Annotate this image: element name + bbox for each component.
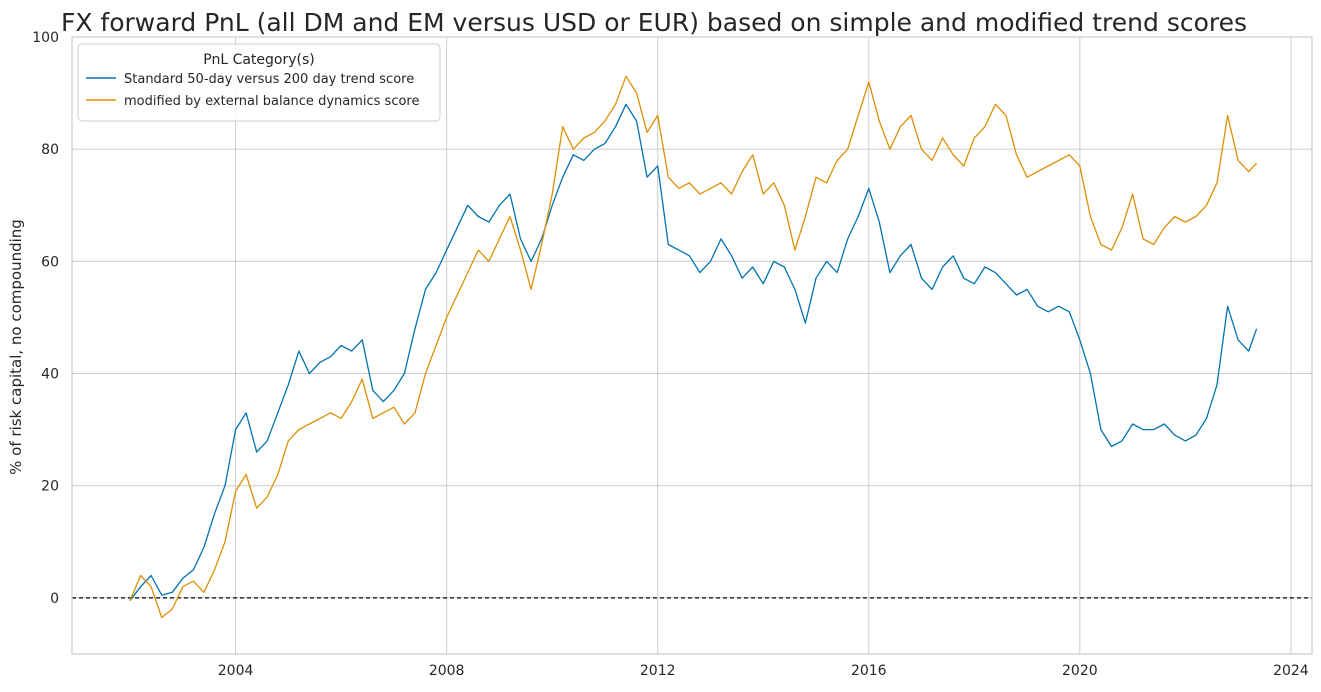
x-tick-label: 2008 bbox=[429, 663, 465, 679]
legend: PnL Category(s) Standard 50-day versus 2… bbox=[77, 43, 441, 122]
y-tick-label: 20 bbox=[41, 479, 59, 495]
y-tick-label: 100 bbox=[32, 30, 59, 46]
chart-title: FX forward PnL (all DM and EM versus USD… bbox=[61, 8, 1247, 37]
y-tick-label: 0 bbox=[50, 591, 59, 607]
x-tick-label: 2024 bbox=[1273, 663, 1309, 679]
x-tick-label: 2012 bbox=[640, 663, 676, 679]
y-tick-label: 80 bbox=[41, 142, 59, 158]
legend-box bbox=[77, 43, 441, 122]
plot-background bbox=[72, 37, 1312, 654]
y-axis-label: % of risk capital, no compounding bbox=[7, 219, 25, 475]
x-tick-label: 2004 bbox=[218, 663, 254, 679]
y-tick-label: 40 bbox=[41, 367, 59, 383]
legend-title: PnL Category(s) bbox=[203, 52, 315, 68]
series-line-1 bbox=[129, 103, 1258, 602]
x-tick-label: 2016 bbox=[851, 663, 887, 679]
plot-frame bbox=[71, 36, 1313, 655]
x-axis-ticks: 2004 2008 2012 2016 2020 2024 bbox=[218, 663, 1309, 679]
y-tick-label: 60 bbox=[41, 254, 59, 270]
legend-items: Standard 50-day versus 200 day trend sco… bbox=[86, 72, 419, 109]
plot-area bbox=[71, 36, 1313, 655]
series-line-2 bbox=[129, 75, 1258, 619]
series-layer bbox=[129, 75, 1258, 619]
y-axis-ticks: 0 20 40 60 80 100 bbox=[32, 30, 59, 607]
x-tick-label: 2020 bbox=[1062, 663, 1098, 679]
legend-label: Standard 50-day versus 200 day trend sco… bbox=[124, 72, 414, 87]
legend-label: modified by external balance dynamics sc… bbox=[124, 94, 419, 109]
